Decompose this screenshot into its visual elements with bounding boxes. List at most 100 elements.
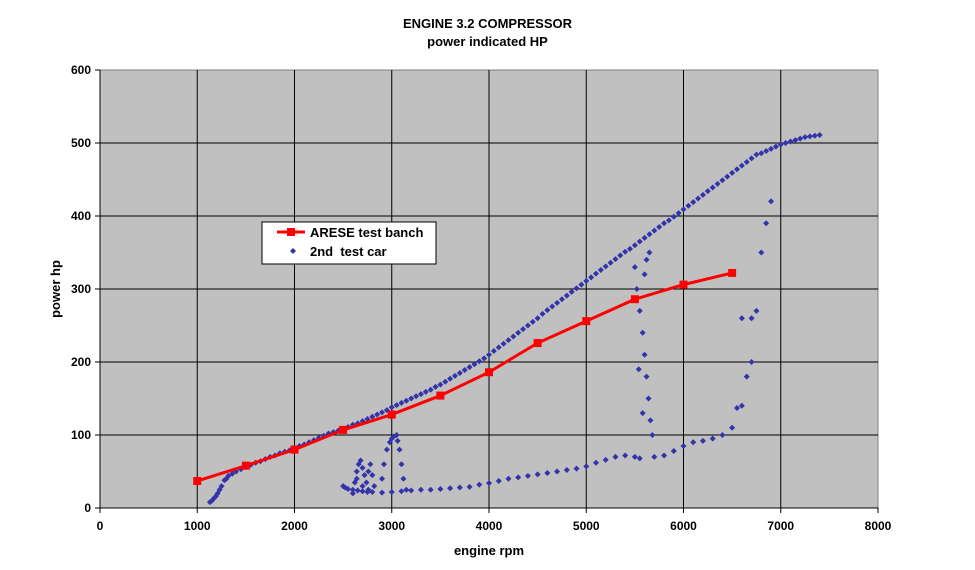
- scatter-point: [597, 267, 604, 274]
- scatter-point: [645, 395, 652, 402]
- scatter-point: [578, 281, 585, 288]
- scatter-point: [729, 424, 736, 431]
- scatter-point: [811, 132, 818, 139]
- scatter-point: [363, 479, 370, 486]
- y-tick-label: 100: [71, 428, 91, 442]
- scatter-point: [349, 486, 356, 493]
- scatter-point: [354, 487, 361, 494]
- scatter-point: [369, 488, 376, 495]
- scatter-point: [816, 131, 823, 138]
- scatter-point: [758, 249, 765, 256]
- scatter-point: [371, 483, 378, 490]
- grid-layer: [100, 70, 878, 508]
- scatter-point: [802, 134, 809, 141]
- scatter-point: [524, 472, 531, 479]
- x-tick-label: 4000: [476, 519, 503, 533]
- scatter-point: [743, 373, 750, 380]
- scatter-point: [602, 263, 609, 270]
- line-marker: [339, 425, 348, 434]
- scatter-point: [495, 344, 502, 351]
- scatter-point: [729, 169, 736, 176]
- scatter-point: [592, 270, 599, 277]
- scatter-point: [486, 351, 492, 358]
- scatter-point: [558, 296, 565, 303]
- scatter-point: [733, 404, 740, 411]
- line-marker: [193, 476, 202, 485]
- legend-square-marker: [287, 228, 295, 236]
- scatter-point: [510, 333, 517, 340]
- scatter-point: [651, 453, 658, 460]
- scatter-point: [361, 472, 368, 479]
- scatter-point: [617, 252, 624, 259]
- legend-series-2-label: 2nd test car: [310, 244, 387, 259]
- scatter-point: [758, 150, 765, 157]
- scatter-point: [733, 166, 740, 173]
- scatter-point: [661, 452, 668, 459]
- line-marker: [485, 368, 493, 377]
- scatter-point: [394, 437, 401, 444]
- x-tick-label: 1000: [184, 519, 211, 533]
- scatter-point: [670, 213, 677, 220]
- scatter-point: [437, 381, 444, 388]
- scatter-point: [357, 457, 364, 464]
- line-marker: [387, 410, 396, 419]
- scatter-point: [386, 439, 393, 446]
- scatter-point: [636, 455, 643, 462]
- scatter-point: [612, 256, 619, 263]
- scatter-point: [408, 395, 415, 402]
- legend-diamond-marker: [290, 248, 296, 254]
- scatter-point: [388, 404, 395, 411]
- y-tick-label: 600: [71, 63, 91, 77]
- line-marker: [582, 317, 591, 326]
- scatter-point: [427, 386, 434, 393]
- scatter-point: [374, 411, 381, 418]
- scatter-point: [515, 474, 522, 481]
- y-tick-label: 500: [71, 136, 91, 150]
- scatter-point: [367, 461, 374, 468]
- scatter-point: [544, 469, 551, 476]
- scatter-point: [380, 461, 387, 468]
- scatter-point: [359, 483, 366, 490]
- scatter-point: [466, 364, 473, 371]
- scatter-point: [365, 468, 372, 475]
- x-axis-label: engine rpm: [454, 543, 524, 558]
- scatter-point: [690, 199, 697, 206]
- scatter-point: [500, 340, 507, 347]
- scatter-point: [639, 410, 646, 417]
- scatter-point: [627, 245, 634, 252]
- scatter-point: [656, 223, 663, 230]
- scatter-point: [753, 307, 760, 314]
- scatter-point: [612, 453, 619, 460]
- scatter-point: [568, 288, 575, 295]
- scatter-point: [643, 256, 650, 263]
- scatter-point: [353, 475, 360, 482]
- scatter-point: [738, 402, 745, 409]
- scatter-point: [573, 285, 580, 292]
- scatter-point: [400, 475, 407, 482]
- scatter-point: [787, 138, 794, 145]
- line-marker: [630, 295, 639, 304]
- line-marker: [533, 339, 542, 348]
- scatter-point: [344, 486, 351, 493]
- scatter-point: [520, 326, 527, 333]
- scatter-point: [422, 388, 429, 395]
- scatter-point: [554, 468, 561, 475]
- scatter-point: [753, 151, 760, 158]
- scatter-point: [768, 145, 775, 152]
- scatter-point: [447, 375, 454, 382]
- scatter-point: [390, 433, 397, 440]
- x-tick-label: 5000: [573, 519, 600, 533]
- scatter-point: [748, 155, 755, 162]
- scatter-point: [592, 459, 599, 466]
- scatter-point: [476, 481, 483, 488]
- scatter-point: [690, 439, 697, 446]
- scatter-point: [396, 446, 403, 453]
- scatter-point: [369, 413, 376, 420]
- scatter-point: [505, 337, 512, 344]
- scatter-point: [359, 464, 366, 471]
- scatter-point: [349, 490, 356, 497]
- scatter-point: [432, 383, 439, 390]
- line-marker: [679, 280, 688, 289]
